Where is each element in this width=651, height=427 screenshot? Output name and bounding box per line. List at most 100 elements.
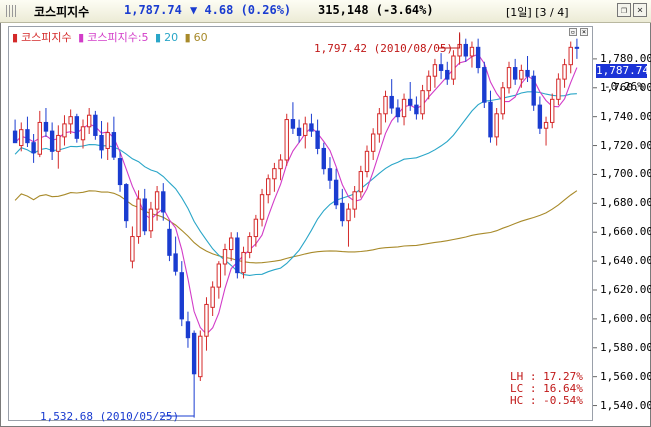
candle xyxy=(105,122,110,160)
drag-grip-icon[interactable] xyxy=(6,5,16,17)
minimize-plot-icon[interactable]: ▫ xyxy=(569,28,577,36)
candle-body xyxy=(574,46,580,49)
candle-body xyxy=(451,55,456,80)
candle xyxy=(506,61,512,94)
candle-body xyxy=(12,130,18,144)
candle-body xyxy=(86,114,92,128)
candle xyxy=(43,108,49,137)
candle xyxy=(136,190,141,244)
candle xyxy=(438,53,444,80)
candle-body xyxy=(432,64,438,77)
candle-body xyxy=(56,134,61,152)
chart-legend: ▮ 코스피지수 ▮ 코스피지수:5 ▮ 20 ▮ 60 xyxy=(12,29,211,45)
close-icon[interactable]: × xyxy=(633,3,647,17)
y-tick-label: 1,580.00 xyxy=(600,340,651,354)
candle xyxy=(309,113,314,137)
period-label[interactable]: [1일] xyxy=(506,6,532,19)
candle-body xyxy=(445,69,450,80)
high-arrow xyxy=(438,32,461,49)
candle-body xyxy=(167,228,172,256)
candle xyxy=(531,70,536,111)
candle xyxy=(327,157,333,189)
candle-body xyxy=(62,123,67,138)
candle-body xyxy=(228,237,234,251)
y-tick-label: 1,600.00 xyxy=(600,311,651,325)
candle xyxy=(537,96,543,134)
candle xyxy=(173,236,178,276)
candle xyxy=(383,90,388,123)
candle xyxy=(401,93,407,126)
candle-body xyxy=(438,64,444,71)
candle xyxy=(451,50,456,85)
ma60-line xyxy=(14,190,578,264)
y-tick-label: 1,760.00 xyxy=(600,80,651,94)
candle-body xyxy=(525,69,530,77)
candle-body xyxy=(401,98,407,118)
ratio-lc: LC : 16.64% xyxy=(510,382,583,395)
ratio-hc: HC : -0.54% xyxy=(510,394,583,407)
candle-body xyxy=(519,69,524,80)
candle-body xyxy=(556,78,561,100)
legend-price-marker: ▮ xyxy=(12,31,19,44)
candle-body xyxy=(43,121,49,132)
candle-body xyxy=(241,251,246,274)
candle xyxy=(19,122,24,152)
candle xyxy=(80,119,86,149)
candle xyxy=(432,58,438,88)
candle xyxy=(475,38,481,74)
candle xyxy=(488,90,493,143)
high-annotation: 1,797.42 (2010/08/05) xyxy=(314,42,454,55)
candle xyxy=(68,109,73,134)
candle xyxy=(241,246,246,279)
candle xyxy=(358,165,364,198)
candle-body xyxy=(80,126,86,141)
close-plot-icon[interactable]: × xyxy=(580,28,588,36)
candle xyxy=(253,214,259,247)
candle xyxy=(235,232,240,279)
candle xyxy=(519,64,524,88)
candle-body xyxy=(290,119,296,129)
candle-body xyxy=(216,263,222,288)
candle xyxy=(117,151,123,192)
candle-body xyxy=(389,95,394,109)
candle-body xyxy=(284,119,289,161)
last-price-box: 1,787.74 xyxy=(596,64,649,78)
candle-body xyxy=(247,236,252,253)
y-tick-label: 1,740.00 xyxy=(600,109,651,123)
candle xyxy=(303,116,308,149)
candle xyxy=(500,82,506,120)
restore-icon[interactable]: ❐ xyxy=(617,3,631,17)
candle-body xyxy=(222,249,228,265)
candle-body xyxy=(562,64,567,80)
index-price: 1,787.74 xyxy=(124,3,182,17)
candle-body xyxy=(383,95,388,115)
y-tick-label: 1,780.00 xyxy=(600,51,651,65)
candle-body xyxy=(340,202,345,222)
candle-body xyxy=(154,191,160,210)
candle-body xyxy=(482,67,487,103)
candle xyxy=(74,113,80,143)
y-tick-label: 1,540.00 xyxy=(600,398,651,412)
candle xyxy=(315,119,320,155)
candle xyxy=(167,220,172,262)
candle-body xyxy=(408,98,413,106)
ratio-panel: LH : 17.27% LC : 16.64% HC : -0.54% xyxy=(510,371,583,407)
candle-body xyxy=(303,123,308,136)
y-tick-label: 1,640.00 xyxy=(600,254,651,268)
candle xyxy=(247,232,252,259)
candle xyxy=(346,203,351,247)
candle-body xyxy=(346,208,351,222)
candle-body xyxy=(463,43,468,57)
candle-body xyxy=(105,132,110,149)
candle-body xyxy=(25,129,30,144)
candle-body xyxy=(68,116,73,125)
candle-body xyxy=(364,150,370,173)
low-arrow xyxy=(160,415,195,418)
y-tick-label: 1,620.00 xyxy=(600,283,651,296)
page-label[interactable]: [3 / 4] xyxy=(535,6,569,19)
legend-ma20-marker: ▮ xyxy=(155,31,162,44)
candle-body xyxy=(173,253,178,272)
candle-body xyxy=(111,132,117,158)
